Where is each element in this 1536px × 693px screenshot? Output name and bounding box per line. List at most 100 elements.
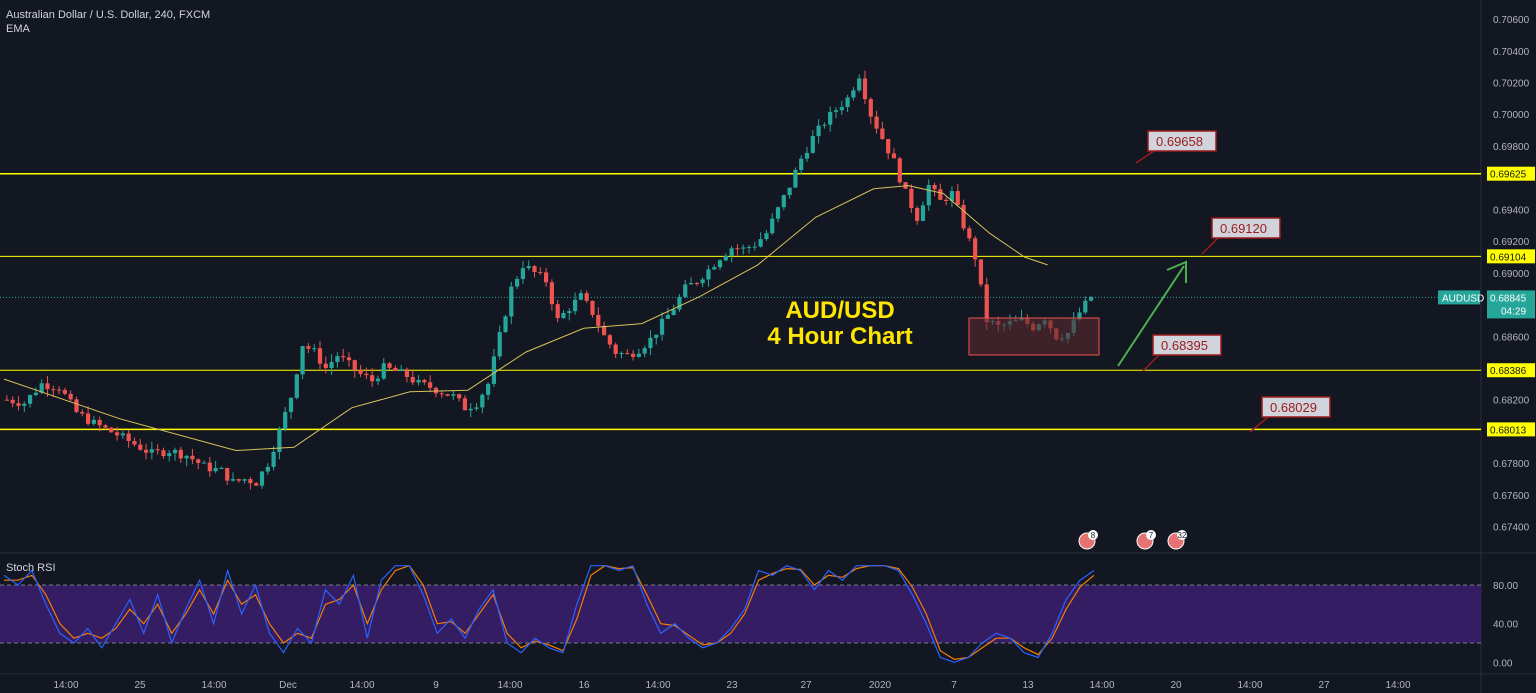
y-tick-label: 0.70600: [1493, 15, 1530, 26]
candle-body: [16, 403, 21, 406]
candle-body: [161, 450, 166, 457]
last-price-label: 0.68845: [1490, 293, 1527, 304]
candle-body: [91, 419, 96, 424]
candle-body: [590, 300, 595, 315]
stoch-d-line: [4, 564, 1095, 661]
y-tick-label: 0.69400: [1493, 205, 1530, 216]
candle-body: [706, 269, 711, 280]
candle-body: [457, 394, 462, 399]
candle-body: [236, 479, 241, 481]
candle-body: [648, 337, 653, 349]
event-count-label: 7: [1149, 531, 1154, 540]
candle-body: [462, 398, 468, 411]
candle-body: [549, 282, 554, 305]
candle-body: [143, 449, 149, 453]
annotation-pointer: [1135, 150, 1155, 164]
candle-body: [735, 248, 740, 250]
x-tick-label: 14:00: [349, 680, 374, 691]
candle-body: [973, 238, 978, 260]
candle-body: [781, 195, 786, 208]
candle-body: [804, 152, 810, 159]
price-annotation-label: 0.69658: [1156, 134, 1203, 149]
candle-body: [335, 356, 340, 363]
x-tick-label: 14:00: [201, 680, 226, 691]
x-tick-label: 25: [134, 680, 146, 691]
candle-body: [567, 311, 572, 314]
candle-body: [920, 205, 926, 221]
candle-body: [636, 353, 641, 357]
x-tick-label: 9: [433, 680, 439, 691]
annotation-pointer: [1249, 416, 1269, 433]
candle-body: [520, 268, 526, 279]
stoch-tick-label: 80.00: [1493, 581, 1518, 592]
candle-body: [491, 356, 497, 384]
candle-body: [572, 299, 578, 312]
bullish-arrowhead: [1166, 260, 1187, 283]
price-annotation-box: [1147, 130, 1217, 152]
event-count-label: 8: [1091, 531, 1096, 540]
candle-body: [277, 429, 282, 452]
candle-body: [120, 433, 125, 436]
candle-body: [265, 466, 270, 472]
candle-body: [126, 433, 131, 442]
candle-body: [1083, 300, 1088, 313]
level-price-label: 0.69625: [1490, 170, 1527, 181]
candle-body: [178, 449, 183, 459]
candle-body: [526, 266, 531, 269]
candle-body: [312, 348, 317, 350]
indicator-label[interactable]: EMA: [6, 23, 30, 35]
event-count-badge: [1146, 530, 1156, 540]
candle-body: [375, 378, 381, 382]
chart-overlay-title: AUD/USD 4 Hour Chart: [720, 298, 960, 350]
candle-body: [288, 397, 294, 412]
x-tick-label: 27: [800, 680, 812, 691]
x-tick-label: 14:00: [53, 680, 78, 691]
candle-body: [816, 125, 821, 137]
candle-body: [596, 314, 601, 326]
candle-body: [613, 344, 618, 354]
candle-body: [793, 169, 798, 188]
candle-body: [497, 332, 502, 357]
bar-countdown: 04:29: [1501, 306, 1526, 317]
candle-body: [184, 455, 189, 459]
candle-body: [474, 407, 479, 409]
annotation-pointer: [1142, 354, 1160, 372]
y-tick-label: 0.68200: [1493, 396, 1530, 407]
x-tick-label: 14:00: [1089, 680, 1114, 691]
level-price-tag: [1487, 422, 1535, 437]
candle-body: [515, 278, 520, 287]
level-price-tag: [1487, 166, 1535, 181]
symbol-tag-label: AUDUSD: [1442, 293, 1484, 304]
candle-body: [625, 353, 630, 355]
candle-body: [172, 449, 178, 454]
candle-body: [851, 90, 856, 98]
candle-body: [607, 335, 612, 345]
x-tick-label: 20: [1170, 680, 1182, 691]
candle-body: [370, 375, 375, 382]
candle-body: [132, 441, 137, 445]
y-tick-label: 0.70000: [1493, 110, 1530, 121]
y-tick-label: 0.69000: [1493, 269, 1530, 280]
candle-body: [584, 293, 589, 301]
candle-body: [544, 272, 549, 283]
y-tick-label: 0.69800: [1493, 142, 1530, 153]
candle-body: [694, 282, 699, 284]
symbol-tag: [1438, 290, 1480, 305]
candle-body: [1089, 296, 1094, 301]
candle-body: [897, 158, 902, 183]
candle-body: [619, 353, 624, 355]
candle-body: [155, 449, 160, 451]
candle-body: [683, 284, 688, 297]
y-tick-label: 0.68600: [1493, 332, 1530, 343]
candle-body: [654, 334, 659, 338]
candle-body: [410, 376, 415, 383]
candle-body: [39, 383, 44, 393]
candle-body: [416, 379, 421, 383]
candle-body: [967, 228, 972, 239]
candle-body: [909, 188, 914, 209]
candle-body: [451, 394, 456, 396]
level-price-tag: [1487, 249, 1535, 264]
y-tick-label: 0.67600: [1493, 491, 1530, 502]
